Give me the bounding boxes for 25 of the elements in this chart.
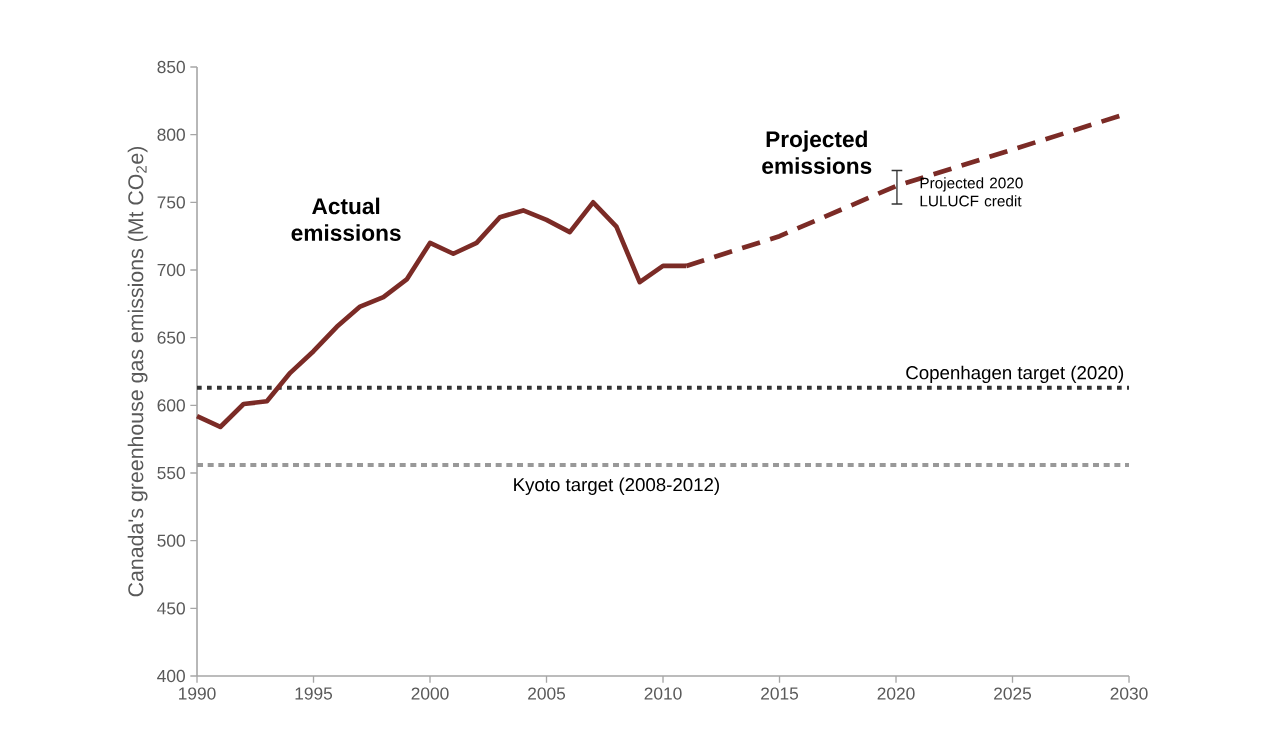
x-tick-label: 2025	[994, 687, 1032, 700]
y-tick-label: 700	[157, 263, 185, 277]
y-axis-title: Canada's greenhouse gas emissions (Mt CO$_{2}$e)	[127, 146, 148, 597]
x-tick-label: 1990	[179, 687, 216, 700]
x-tick-label: 2010	[644, 687, 682, 700]
x-tick-label: 2015	[761, 687, 799, 700]
x-tick-label: 1995	[295, 687, 333, 700]
series-label: Actual emissions	[291, 197, 401, 241]
y-tick-label: 650	[157, 331, 185, 344]
y-tick-label: 750	[157, 196, 185, 209]
y-tick-label: 600	[157, 399, 185, 412]
y-tick-label: 550	[157, 466, 185, 480]
x-tick-label: 2005	[528, 687, 566, 700]
y-tick-label: 850	[157, 60, 185, 74]
ref-line-label: Copenhagen target (2020)	[906, 365, 1124, 384]
annotation: Projected 2020 LULUCF credit	[920, 177, 1023, 207]
x-tick-label: 2030	[1110, 687, 1148, 700]
x-tick-label: 2000	[411, 687, 449, 700]
y-tick-label: 800	[157, 128, 185, 141]
y-tick-label: 400	[157, 669, 185, 683]
x-tick-label: 2020	[877, 687, 915, 700]
series-label: Projected emissions	[762, 130, 872, 174]
ref-line-label: Kyoto target (2008-2012)	[514, 477, 719, 495]
y-tick-label: 450	[157, 602, 185, 615]
y-tick-label: 500	[157, 534, 185, 547]
